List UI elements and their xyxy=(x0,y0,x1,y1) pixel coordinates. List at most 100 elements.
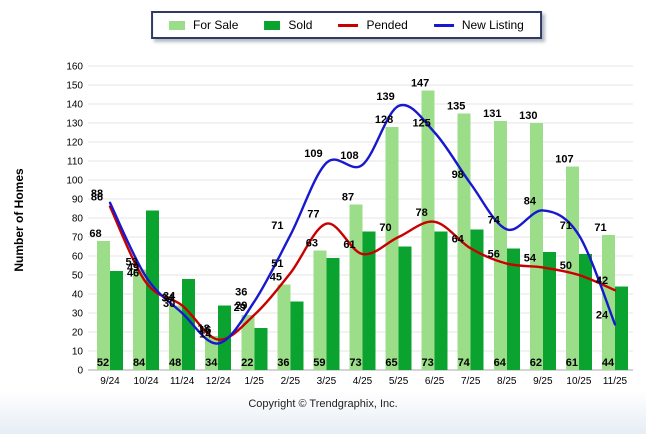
y-tick-label: 90 xyxy=(72,195,84,206)
value-label-pended: 42 xyxy=(596,275,608,287)
value-label-pended: 78 xyxy=(416,207,428,219)
value-label-for-sale: 131 xyxy=(483,108,501,120)
legend-label: Sold xyxy=(288,18,313,32)
y-tick-label: 150 xyxy=(66,81,83,92)
bar-sold xyxy=(434,231,448,370)
bar-for-sale xyxy=(529,123,543,370)
value-label-pended: 34 xyxy=(163,290,176,302)
bar-for-sale xyxy=(169,305,183,370)
bar-for-sale xyxy=(385,126,399,370)
y-tick-label: 140 xyxy=(66,100,83,111)
value-label-pended: 86 xyxy=(91,192,103,204)
y-tick-label: 80 xyxy=(72,214,84,225)
x-tick-label: 4/25 xyxy=(353,376,373,387)
value-label-new-listing: 125 xyxy=(412,118,430,130)
bar-for-sale xyxy=(349,204,363,370)
x-tick-label: 1/25 xyxy=(245,376,265,387)
y-tick-label: 60 xyxy=(72,252,84,263)
bar-sold xyxy=(614,286,628,370)
bar-sold xyxy=(182,278,196,370)
value-label-sold: 62 xyxy=(530,357,542,369)
x-tick-label: 9/24 xyxy=(100,376,120,387)
legend-item-for-sale: For Sale xyxy=(169,18,238,32)
y-tick-label: 10 xyxy=(72,347,84,358)
value-label-pended: 70 xyxy=(379,222,391,234)
bar-sold xyxy=(362,231,376,370)
value-label-for-sale: 87 xyxy=(342,192,354,204)
value-label-pended: 56 xyxy=(488,249,500,261)
value-label-for-sale: 107 xyxy=(555,154,573,166)
bar-for-sale xyxy=(493,121,507,370)
copyright-text: Copyright © Trendgraphix, Inc. xyxy=(248,398,398,410)
value-label-for-sale: 29 xyxy=(234,302,246,314)
bar-sold xyxy=(542,252,556,370)
legend: For Sale Sold Pended New Listing xyxy=(151,11,542,39)
value-label-new-listing: 108 xyxy=(340,150,358,162)
value-label-new-listing: 139 xyxy=(376,91,394,103)
value-label-pended: 50 xyxy=(560,260,572,272)
value-label-new-listing: 109 xyxy=(304,148,322,160)
bar-sold xyxy=(398,246,412,370)
new-listing-swatch-icon xyxy=(433,23,454,27)
value-label-sold: 73 xyxy=(422,357,434,369)
bar-for-sale xyxy=(277,284,291,370)
value-label-for-sale: 147 xyxy=(411,78,429,90)
bar-sold xyxy=(254,328,268,370)
x-tick-label: 10/24 xyxy=(134,376,159,387)
y-tick-label: 160 xyxy=(66,62,83,73)
value-label-new-listing: 36 xyxy=(235,287,247,299)
y-tick-label: 100 xyxy=(66,176,83,187)
value-label-pended: 77 xyxy=(307,209,319,221)
value-label-for-sale: 18 xyxy=(198,323,210,335)
bar-sold xyxy=(506,248,520,370)
value-label-new-listing: 98 xyxy=(452,169,464,181)
bar-sold xyxy=(290,301,304,370)
bar-for-sale xyxy=(133,269,147,370)
x-tick-label: 10/25 xyxy=(566,376,591,387)
value-label-pended: 61 xyxy=(343,239,355,251)
y-tick-label: 0 xyxy=(77,366,83,377)
bar-sold xyxy=(578,254,592,370)
value-label-new-listing: 49 xyxy=(127,262,139,274)
legend-label: New Listing xyxy=(461,18,524,32)
x-tick-label: 8/25 xyxy=(497,376,517,387)
value-label-sold: 59 xyxy=(313,357,325,369)
bars xyxy=(97,90,628,370)
value-label-sold: 84 xyxy=(133,357,146,369)
line-new-listing xyxy=(108,103,617,345)
x-tick-label: 6/25 xyxy=(425,376,445,387)
value-label-sold: 22 xyxy=(241,357,253,369)
value-label-pended: 54 xyxy=(524,252,537,264)
value-label-sold: 34 xyxy=(205,357,218,369)
bar-for-sale xyxy=(601,235,615,370)
value-label-new-listing: 30 xyxy=(163,298,175,310)
x-tick-label: 3/25 xyxy=(317,376,337,387)
legend-item-pended: Pended xyxy=(338,18,408,32)
value-label-for-sale: 53 xyxy=(125,256,137,268)
value-label-sold: 36 xyxy=(277,357,289,369)
pended-swatch-icon xyxy=(338,23,359,27)
bar-sold xyxy=(110,271,123,370)
y-tick-label: 20 xyxy=(72,328,84,339)
value-label-sold: 44 xyxy=(602,357,615,369)
value-label-for-sale: 71 xyxy=(594,222,606,234)
value-label-new-listing: 24 xyxy=(596,309,609,321)
x-tick-label: 11/24 xyxy=(170,376,195,387)
y-tick-label: 120 xyxy=(66,138,83,149)
value-label-new-listing: 71 xyxy=(560,220,572,232)
value-label-for-sale: 34 xyxy=(162,292,175,304)
value-label-sold: 74 xyxy=(458,357,471,369)
bar-for-sale xyxy=(421,90,435,370)
y-tick-label: 130 xyxy=(66,119,83,130)
value-label-new-listing: 74 xyxy=(488,214,501,226)
bar-for-sale xyxy=(241,314,255,370)
x-tick-label: 2/25 xyxy=(281,376,301,387)
value-label-sold: 61 xyxy=(566,357,578,369)
value-label-sold: 48 xyxy=(169,357,181,369)
legend-item-new-listing: New Listing xyxy=(433,18,524,32)
value-label-for-sale: 68 xyxy=(89,228,101,240)
value-label-new-listing: 84 xyxy=(524,195,537,207)
x-tick-label: 9/25 xyxy=(533,376,553,387)
